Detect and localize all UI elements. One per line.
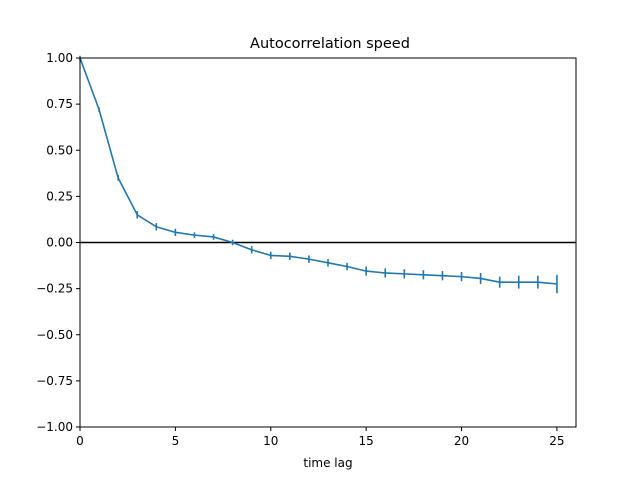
series-line xyxy=(79,57,557,285)
x-axis: 0 5 10 15 20 25 xyxy=(76,427,565,448)
x-tick-label: 5 xyxy=(172,434,180,448)
x-tick-label: 20 xyxy=(454,434,469,448)
chart-title: Autocorrelation speed xyxy=(250,36,410,52)
x-tick-label: 10 xyxy=(263,434,278,448)
y-tick-label: −1.00 xyxy=(36,420,73,434)
y-tick-label: 0.75 xyxy=(46,97,73,111)
x-tick-label: 0 xyxy=(76,434,84,448)
y-tick-label: −0.25 xyxy=(36,282,73,296)
x-tick-label: 15 xyxy=(359,434,374,448)
y-tick-label: 0.00 xyxy=(46,236,73,250)
plot-area xyxy=(79,55,576,294)
y-axis: −1.00 −0.75 −0.50 −0.25 0.00 0.25 0.50 0.75 1.00 xyxy=(36,51,80,434)
x-tick-label: 25 xyxy=(549,434,564,448)
y-tick-label: −0.50 xyxy=(36,328,73,342)
y-tick-label: 1.00 xyxy=(46,51,73,65)
y-tick-label: −0.75 xyxy=(36,374,73,388)
y-tick-label: 0.50 xyxy=(46,143,73,157)
y-tick-label: 0.25 xyxy=(46,189,73,203)
x-axis-label: time lag xyxy=(303,456,352,470)
